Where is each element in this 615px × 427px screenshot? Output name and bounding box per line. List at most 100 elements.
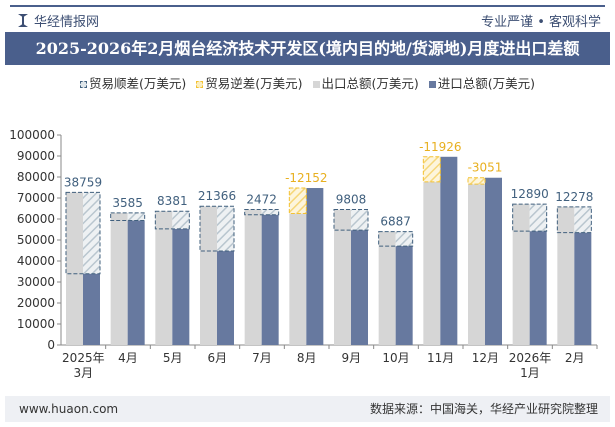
- y-tick-label: 0: [47, 338, 55, 352]
- export-bar: [468, 184, 485, 345]
- y-tick-label: 50000: [17, 233, 55, 247]
- surplus-outline: [333, 209, 369, 231]
- surplus-outline: [199, 205, 235, 252]
- export-bar: [557, 206, 575, 345]
- export-bar: [512, 204, 530, 345]
- deficit-swatch-icon: [196, 81, 204, 88]
- y-tick-label: 90000: [17, 149, 55, 163]
- legend: 贸易顺差(万美元) 贸易逆差(万美元) 出口总额(万美元) 进口总额(万美元): [0, 73, 615, 92]
- surplus-swatch-icon: [79, 81, 87, 88]
- surplus-hatch: [261, 209, 279, 215]
- y-tick-label: 40000: [17, 254, 55, 268]
- import-bar: [306, 188, 324, 345]
- x-tick-label: 3月: [74, 366, 94, 380]
- export-swatch-icon: [312, 81, 320, 88]
- website-link[interactable]: www.huaon.com: [19, 402, 119, 416]
- brand-name: 华经情报网: [34, 15, 100, 30]
- x-tick-label: 2026年: [509, 351, 552, 365]
- export-bar: [155, 211, 173, 345]
- export-bar: [289, 213, 307, 345]
- import-bar: [440, 156, 458, 345]
- export-bar: [334, 209, 351, 345]
- surplus-hatch: [529, 204, 547, 232]
- y-tick-label: 100000: [9, 128, 55, 142]
- legend-export: 出口总额(万美元): [312, 73, 419, 92]
- footer: www.huaon.com 数据来源：中国海关，华经产业研究院整理: [5, 396, 610, 422]
- y-tick-label: 30000: [17, 275, 55, 289]
- import-bar: [127, 220, 145, 345]
- balance-label: -11926: [419, 140, 462, 154]
- x-tick-label: 1月: [520, 366, 540, 380]
- x-tick-label: 2025年: [62, 351, 105, 365]
- legend-deficit: 贸易逆差(万美元): [196, 73, 303, 92]
- surplus-hatch: [172, 211, 190, 229]
- surplus-outline: [154, 210, 190, 230]
- surplus-hatch: [217, 206, 234, 252]
- legend-label: 出口总额(万美元): [321, 76, 419, 91]
- x-tick-label: 11月: [427, 351, 454, 365]
- import-bar: [351, 230, 368, 345]
- logo-icon: [18, 14, 28, 27]
- x-tick-label: 6月: [208, 351, 228, 365]
- brand: 华经情报网: [18, 11, 99, 30]
- y-tick-label: 70000: [17, 191, 55, 205]
- balance-label: 8381: [157, 194, 188, 208]
- surplus-hatch: [395, 231, 413, 247]
- deficit-hatch: [423, 156, 441, 182]
- import-bar: [83, 273, 100, 345]
- deficit-outline: [467, 177, 486, 185]
- deficit-hatch: [289, 188, 307, 214]
- legend-surplus: 贸易顺差(万美元): [79, 73, 187, 92]
- surplus-hatch: [83, 192, 100, 274]
- balance-label: 3585: [112, 196, 143, 210]
- x-tick-label: 8月: [297, 351, 317, 365]
- legend-label: 贸易逆差(万美元): [205, 76, 303, 91]
- y-tick-label: 80000: [17, 170, 55, 184]
- import-bar: [217, 251, 234, 345]
- balance-label: 38759: [64, 175, 102, 189]
- import-bar: [395, 246, 413, 345]
- export-bar: [378, 231, 396, 345]
- import-bar: [261, 214, 279, 345]
- legend-import: 进口总额(万美元): [428, 73, 536, 92]
- export-bar: [110, 212, 128, 345]
- export-bar: [244, 209, 262, 345]
- balance-label: 9808: [336, 193, 367, 207]
- import-bar: [574, 232, 592, 345]
- x-tick-label: 9月: [342, 351, 362, 365]
- y-tick-label: 10000: [17, 317, 55, 331]
- surplus-outline: [110, 212, 146, 221]
- balance-label: 6887: [380, 215, 411, 229]
- deficit-hatch: [468, 177, 485, 185]
- import-bar: [172, 228, 190, 345]
- balance-label: -3051: [468, 161, 503, 175]
- import-bar: [529, 231, 547, 345]
- x-tick-label: 4月: [118, 351, 138, 365]
- legend-label: 贸易顺差(万美元): [88, 76, 187, 91]
- top-rule: [10, 5, 605, 7]
- balance-label: -12152: [285, 171, 328, 185]
- export-bar: [66, 192, 83, 345]
- x-tick-label: 10月: [382, 351, 409, 365]
- x-tick-label: 7月: [252, 351, 272, 365]
- legend-label: 进口总额(万美元): [437, 76, 536, 91]
- surplus-hatch: [127, 212, 145, 221]
- x-tick-label: 2月: [565, 351, 585, 365]
- x-tick-label: 12月: [472, 351, 499, 365]
- y-tick-label: 20000: [17, 296, 55, 310]
- balance-label: 2472: [246, 193, 277, 207]
- import-bar: [485, 177, 502, 345]
- deficit-outline: [422, 156, 441, 183]
- y-tick-label: 60000: [17, 212, 55, 226]
- chart-title: 2025-2026年2月烟台经济技术开发区(境内目的地/货源地)月度进出口差额: [5, 32, 610, 65]
- balance-label: 12278: [555, 190, 593, 204]
- surplus-hatch: [351, 209, 368, 231]
- source-note: 数据来源：中国海关，华经产业研究院整理: [369, 402, 598, 416]
- deficit-outline: [288, 187, 307, 215]
- surplus-outline: [244, 209, 280, 216]
- surplus-outline: [65, 191, 101, 275]
- slogan: 专业严谨 • 客观科学: [481, 15, 601, 30]
- balance-label: 12890: [511, 187, 549, 201]
- surplus-outline: [512, 203, 548, 232]
